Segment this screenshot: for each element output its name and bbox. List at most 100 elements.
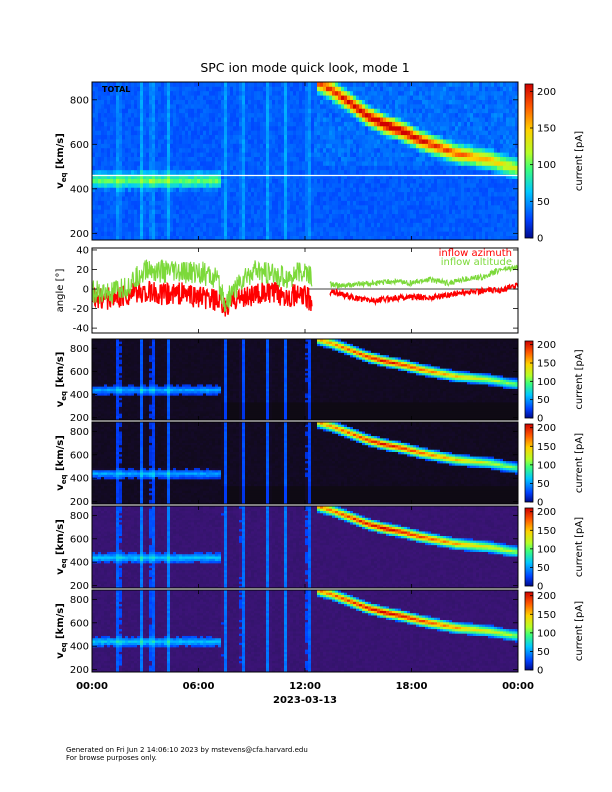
heatmap-cell: [239, 156, 243, 162]
heatmap-cell: [476, 235, 480, 241]
heatmap-cell: [386, 130, 390, 136]
heatmap-cell: [437, 213, 441, 219]
heatmap-cell: [320, 165, 324, 171]
heatmap-cell: [473, 182, 477, 188]
heatmap-cell: [194, 156, 198, 162]
heatmap-cell: [311, 152, 315, 158]
heatmap-cell: [263, 209, 267, 215]
heatmap-cell: [380, 117, 384, 122]
heatmap-cell: [164, 82, 168, 87]
heatmap-cell: [425, 147, 429, 153]
heatmap-cell: [101, 182, 105, 188]
heatmap-cell: [398, 204, 402, 210]
heatmap-cell: [182, 108, 186, 114]
heatmap-cell: [134, 134, 138, 140]
heatmap-cell: [131, 108, 135, 114]
heatmap-cell: [266, 161, 270, 166]
heatmap-cell: [383, 134, 387, 140]
heatmap-cell: [218, 187, 222, 193]
heatmap-cell: [503, 204, 507, 210]
heatmap-cell: [317, 196, 321, 201]
heatmap-cell: [254, 196, 258, 201]
heatmap-cell: [197, 103, 201, 109]
heatmap-cell: [266, 213, 270, 219]
heatmap-cell: [368, 108, 372, 114]
heatmap-cell: [149, 231, 153, 237]
heatmap-cell: [167, 182, 171, 188]
heatmap-cell: [140, 174, 144, 179]
heatmap-cell: [371, 82, 375, 87]
heatmap-cell: [332, 134, 336, 140]
heatmap-cell: [452, 139, 456, 144]
heatmap-cell: [359, 191, 363, 197]
heatmap-cell: [296, 134, 300, 140]
heatmap-cell: [404, 112, 408, 118]
heatmap-cell: [140, 231, 144, 237]
heatmap-cell: [185, 182, 189, 188]
heatmap-cell: [152, 191, 156, 197]
heatmap-cell: [485, 161, 489, 166]
heatmap-cell: [239, 152, 243, 158]
heatmap-cell: [503, 174, 507, 179]
heatmap-cell: [449, 82, 453, 87]
heatmap-cell: [281, 187, 285, 193]
heatmap-cell: [266, 139, 270, 144]
heatmap-cell: [140, 147, 144, 153]
heatmap-cell: [476, 82, 480, 87]
heatmap-cell: [131, 86, 135, 92]
heatmap-cell: [416, 169, 420, 175]
heatmap-cell: [239, 121, 243, 127]
heatmap-cell: [440, 108, 444, 114]
heatmap-cell: [101, 161, 105, 166]
heatmap-cell: [161, 165, 165, 171]
heatmap-cell: [203, 169, 207, 175]
heatmap-cell: [140, 222, 144, 228]
heatmap-cell: [263, 161, 267, 166]
heatmap-cell: [476, 231, 480, 237]
heatmap-cell: [254, 204, 258, 210]
heatmap-cell: [461, 187, 465, 193]
heatmap-cell: [329, 103, 333, 109]
heatmap-cell: [293, 218, 297, 223]
heatmap-cell: [182, 152, 186, 158]
heatmap-cell: [212, 204, 216, 210]
heatmap-cell: [290, 169, 294, 175]
heatmap-cell: [359, 134, 363, 140]
heatmap-cell: [131, 191, 135, 197]
heatmap-cell: [188, 187, 192, 193]
heatmap-cell: [398, 235, 402, 241]
heatmap-cell: [455, 178, 459, 184]
heatmap-cell: [347, 200, 351, 206]
heatmap-cell: [278, 200, 282, 206]
heatmap-cell: [278, 139, 282, 144]
heatmap-cell: [359, 90, 363, 96]
heatmap-cell: [446, 218, 450, 223]
heatmap-cell: [434, 86, 438, 92]
heatmap-cell: [200, 90, 204, 96]
heatmap-cell: [329, 213, 333, 219]
heatmap-cell: [422, 95, 426, 100]
heatmap-cell: [269, 174, 273, 179]
heatmap-cell: [440, 165, 444, 171]
heatmap-cell: [230, 86, 234, 92]
heatmap-cell: [353, 86, 357, 92]
heatmap-cell: [173, 156, 177, 162]
heatmap-cell: [419, 139, 423, 144]
heatmap-cell: [311, 95, 315, 100]
heatmap-cell: [287, 130, 291, 136]
heatmap-cell: [269, 139, 273, 144]
heatmap-cell: [269, 86, 273, 92]
heatmap-cell: [257, 125, 261, 131]
heatmap-cell: [407, 204, 411, 210]
heatmap-cell: [221, 178, 225, 184]
heatmap-cell: [161, 187, 165, 193]
heatmap-cell: [377, 147, 381, 153]
heatmap-cell: [362, 82, 366, 87]
heatmap-cell: [371, 125, 375, 131]
heatmap-cell: [119, 191, 123, 197]
heatmap-cell: [443, 130, 447, 136]
heatmap-cell: [290, 147, 294, 153]
heatmap-cell: [164, 218, 168, 223]
heatmap-cell: [305, 165, 309, 171]
heatmap-cell: [377, 178, 381, 184]
